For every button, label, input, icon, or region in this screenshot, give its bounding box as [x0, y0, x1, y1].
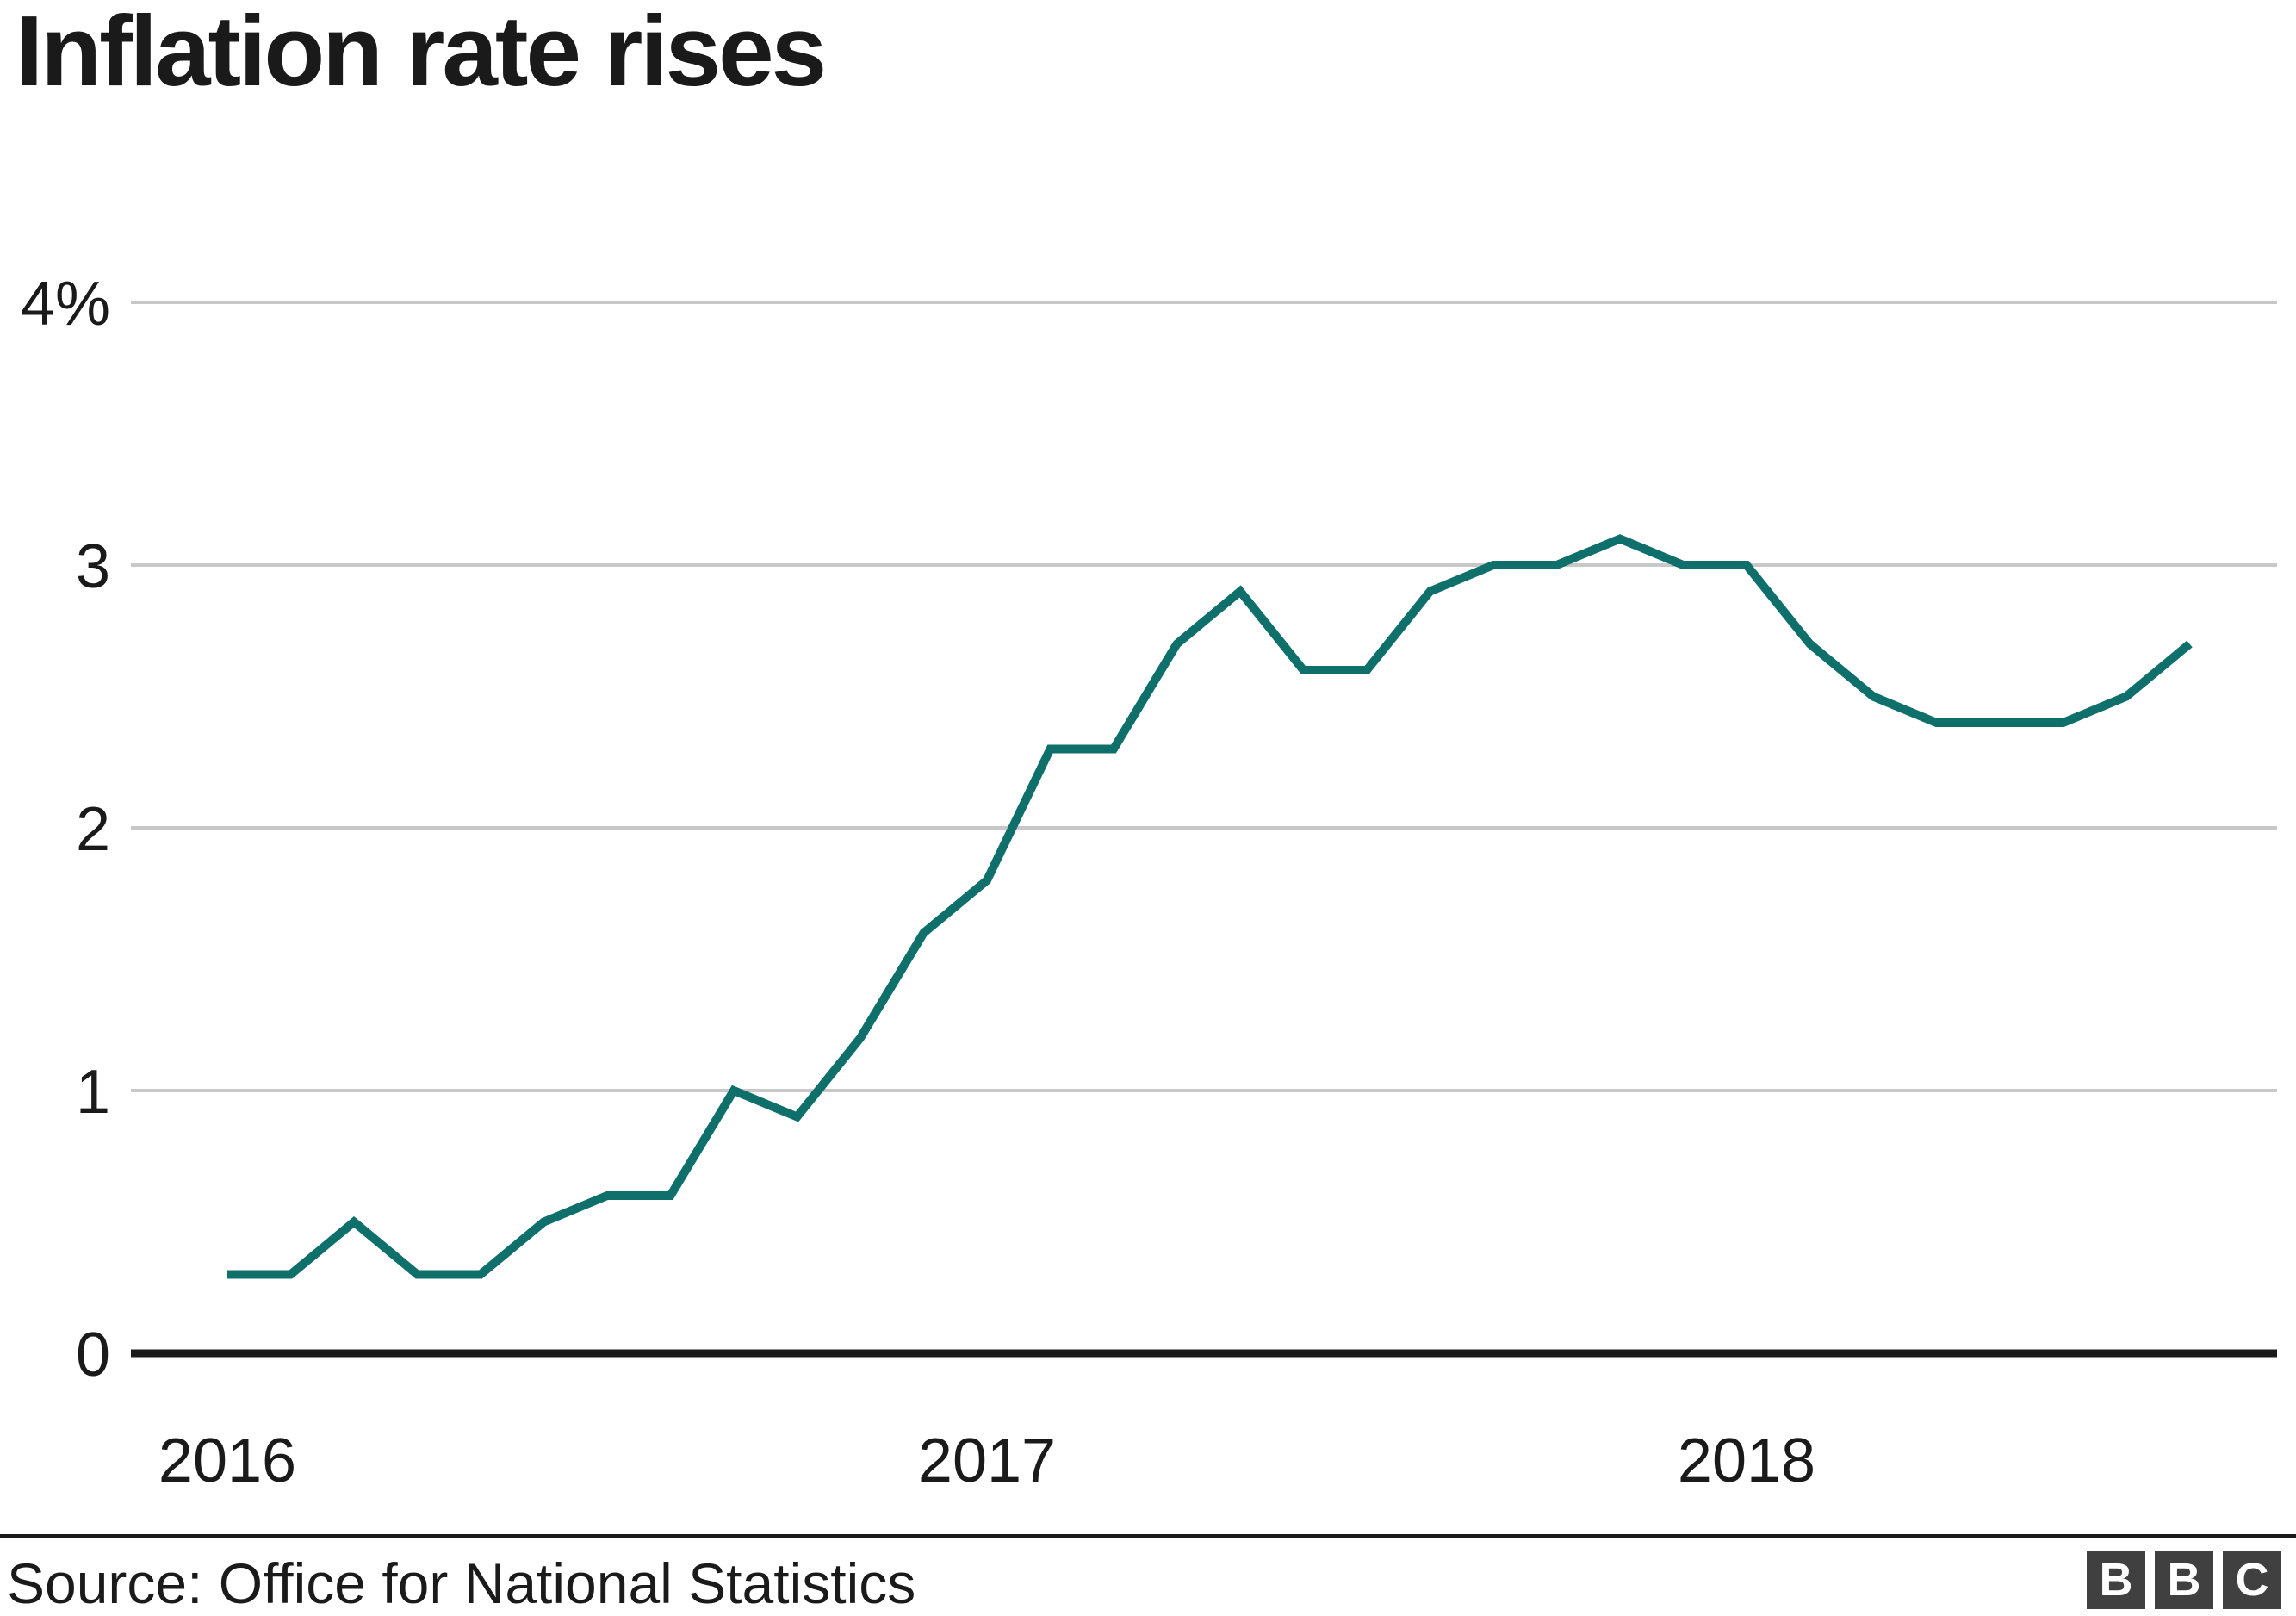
bbc-logo-block: B [2087, 1551, 2145, 1609]
bbc-logo-block: C [2223, 1551, 2281, 1609]
chart-title: Inflation rate rises [16, 0, 827, 107]
bbc-logo: B B C [2087, 1551, 2281, 1609]
y-axis-label: 0 [76, 1321, 110, 1389]
y-axis-label: 4% [21, 270, 110, 339]
y-axis-label: 3 [76, 532, 110, 601]
footer-divider [0, 1534, 2296, 1538]
y-axis-label: 2 [76, 795, 110, 864]
x-axis-label: 2016 [158, 1426, 296, 1495]
x-axis-label: 2018 [1678, 1426, 1815, 1495]
inflation-line-series [227, 534, 2193, 1279]
bbc-logo-block: B [2155, 1551, 2213, 1609]
y-axis-label: 1 [76, 1058, 110, 1127]
x-axis-label: 2017 [918, 1426, 1056, 1495]
source-caption: Source: Office for National Statistics [7, 1551, 916, 1615]
